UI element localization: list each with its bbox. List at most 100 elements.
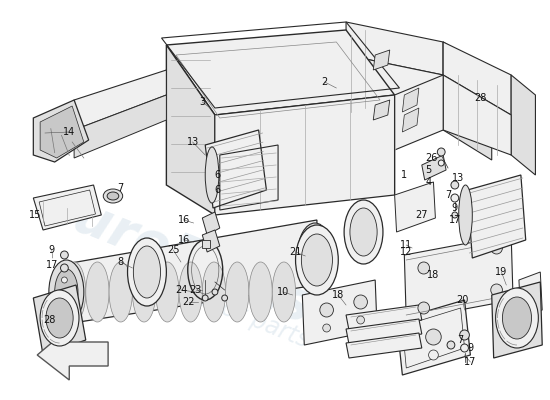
Text: 10: 10 (277, 287, 289, 297)
Ellipse shape (437, 148, 445, 156)
Ellipse shape (272, 262, 295, 322)
Text: 17: 17 (449, 215, 461, 225)
Ellipse shape (60, 264, 68, 272)
Ellipse shape (40, 290, 79, 346)
Polygon shape (443, 42, 511, 115)
Ellipse shape (301, 234, 332, 286)
Text: 23: 23 (189, 285, 202, 295)
Polygon shape (346, 55, 443, 130)
Ellipse shape (107, 192, 119, 200)
Polygon shape (403, 108, 419, 132)
Polygon shape (302, 280, 377, 345)
Ellipse shape (426, 329, 441, 345)
Ellipse shape (451, 181, 459, 189)
Polygon shape (492, 282, 542, 358)
Text: 17: 17 (464, 357, 476, 367)
Text: 16: 16 (178, 235, 190, 245)
Ellipse shape (323, 324, 331, 332)
Text: 14: 14 (63, 127, 75, 137)
Ellipse shape (438, 160, 444, 166)
Polygon shape (202, 212, 220, 235)
Polygon shape (443, 42, 492, 160)
Polygon shape (167, 45, 215, 215)
Polygon shape (373, 100, 390, 120)
Polygon shape (74, 70, 167, 130)
Ellipse shape (103, 189, 123, 203)
Text: 12: 12 (400, 247, 412, 257)
Text: a passion for parts: a passion for parts (98, 248, 312, 352)
Ellipse shape (502, 297, 531, 339)
Text: 27: 27 (416, 210, 428, 220)
Text: 22: 22 (183, 297, 195, 307)
Ellipse shape (54, 269, 78, 315)
Ellipse shape (418, 262, 430, 274)
Text: 26: 26 (425, 153, 438, 163)
Polygon shape (403, 88, 419, 112)
Polygon shape (34, 185, 101, 230)
Text: 7: 7 (118, 183, 124, 193)
Text: 6: 6 (215, 185, 221, 195)
Text: 13: 13 (452, 173, 464, 183)
Ellipse shape (86, 262, 109, 322)
Text: 18: 18 (332, 290, 344, 300)
Ellipse shape (491, 284, 502, 296)
Polygon shape (404, 235, 513, 320)
Ellipse shape (491, 242, 502, 254)
Ellipse shape (344, 200, 383, 264)
Ellipse shape (303, 232, 327, 278)
Ellipse shape (60, 251, 68, 259)
Text: 25: 25 (167, 245, 179, 255)
Ellipse shape (212, 289, 218, 295)
Ellipse shape (128, 238, 167, 306)
Text: 18: 18 (427, 270, 439, 280)
Ellipse shape (133, 262, 156, 322)
Ellipse shape (226, 262, 249, 322)
Text: 28: 28 (474, 93, 486, 103)
Ellipse shape (320, 303, 333, 317)
Polygon shape (397, 300, 470, 375)
Text: 24: 24 (175, 285, 187, 295)
Ellipse shape (205, 147, 219, 203)
Ellipse shape (202, 262, 226, 322)
Text: 21: 21 (289, 247, 302, 257)
Text: 13: 13 (186, 137, 199, 147)
Text: 16: 16 (178, 215, 190, 225)
Ellipse shape (133, 246, 161, 298)
Ellipse shape (46, 298, 73, 338)
Polygon shape (346, 22, 443, 75)
Polygon shape (373, 50, 390, 70)
Text: 9: 9 (452, 203, 458, 213)
Polygon shape (346, 319, 422, 344)
Text: 20: 20 (456, 295, 469, 305)
Ellipse shape (350, 208, 377, 256)
Ellipse shape (156, 262, 179, 322)
Text: 17: 17 (46, 260, 58, 270)
Ellipse shape (202, 295, 208, 301)
Ellipse shape (447, 341, 455, 349)
Ellipse shape (62, 277, 67, 283)
Text: 28: 28 (43, 315, 56, 325)
Polygon shape (40, 106, 84, 158)
Ellipse shape (428, 350, 438, 360)
Ellipse shape (354, 295, 367, 309)
Ellipse shape (179, 262, 202, 322)
Ellipse shape (459, 185, 472, 245)
Text: 15: 15 (29, 210, 41, 220)
Text: 1: 1 (402, 170, 408, 180)
Text: 9: 9 (468, 343, 474, 353)
Polygon shape (511, 75, 536, 175)
Ellipse shape (49, 260, 84, 324)
Polygon shape (59, 220, 317, 325)
Polygon shape (346, 333, 422, 358)
Text: 11: 11 (400, 240, 412, 250)
Text: 6: 6 (215, 170, 221, 180)
Ellipse shape (452, 212, 458, 218)
Polygon shape (394, 182, 436, 232)
Polygon shape (34, 100, 89, 162)
Text: 9: 9 (49, 245, 55, 255)
Ellipse shape (222, 295, 228, 301)
Polygon shape (346, 305, 422, 330)
Text: 19: 19 (496, 267, 508, 277)
Ellipse shape (451, 194, 459, 202)
Text: 3: 3 (199, 97, 205, 107)
